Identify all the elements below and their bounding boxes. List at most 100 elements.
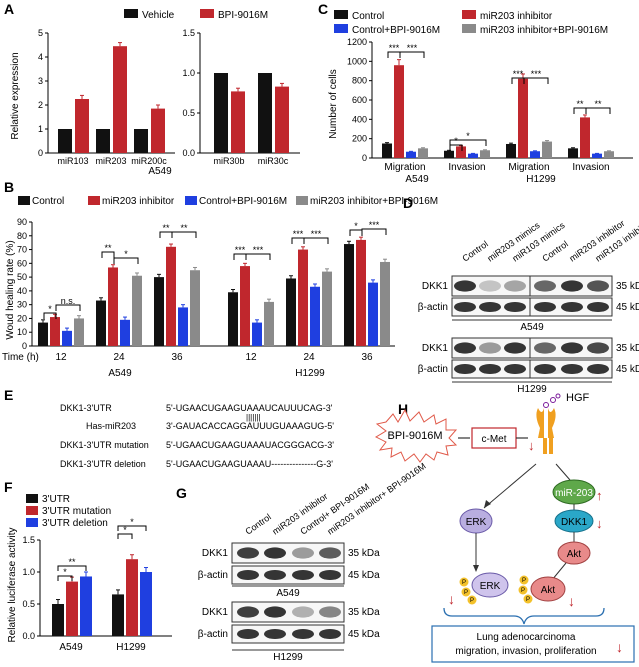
f-tick-label: 1.0 xyxy=(22,567,35,577)
f-xtick: A549 xyxy=(59,642,83,653)
outcome-box xyxy=(431,625,635,663)
c-bar-1-0 xyxy=(444,150,454,158)
blot-cell-line: A549 xyxy=(276,588,300,599)
blot-band xyxy=(319,547,341,559)
dkk1-label: DKK1 xyxy=(561,517,588,528)
c-sig-label: * xyxy=(466,131,470,141)
blot-band xyxy=(319,606,341,618)
b-xtick: 36 xyxy=(361,352,373,363)
a-bar-miR30b-0 xyxy=(214,73,228,153)
b-tick-label: 50 xyxy=(17,272,27,282)
c-sig-bracket xyxy=(449,144,463,151)
hgf-dot-1 xyxy=(543,402,549,408)
b-bar-4-0 xyxy=(286,278,296,346)
blot-band xyxy=(587,280,609,292)
b-group-h1299: H1299 xyxy=(295,368,325,379)
a-left-tick-label: 0 xyxy=(38,148,43,158)
f-tick-label: 1.5 xyxy=(22,535,35,545)
blot-band xyxy=(292,569,314,581)
b-bar-2-2 xyxy=(178,307,188,346)
blot-band xyxy=(534,363,556,375)
a-xtick: miR200c xyxy=(131,156,167,166)
blot-kda-label: 45 kDa xyxy=(616,302,639,313)
blot-lane-label: Control xyxy=(243,512,273,537)
panel-label-h: H xyxy=(398,401,408,417)
c-bar-0-2 xyxy=(406,151,416,158)
blot-kda-label: 35 kDa xyxy=(348,607,380,618)
blot-band xyxy=(534,342,556,354)
blot-cell-line: H1299 xyxy=(273,652,303,663)
b-bar-1-0 xyxy=(96,300,106,346)
blot-band xyxy=(264,606,286,618)
b-bar-5-3 xyxy=(380,261,390,346)
a-xtick: miR30b xyxy=(213,156,244,166)
a-bar-miR203-1 xyxy=(113,46,127,154)
c-sig-bracket xyxy=(523,77,549,84)
b-sig-label: ** xyxy=(104,243,112,253)
b-bar-4-1 xyxy=(298,249,308,346)
legend-mut-f: 3'UTR mutation xyxy=(42,506,111,517)
c-bar-1-2 xyxy=(468,153,478,158)
blot-box-2 xyxy=(231,601,345,623)
erk-label: ERK xyxy=(466,517,487,528)
svg-text:P: P xyxy=(464,590,468,596)
blot-row-label: β-actin xyxy=(418,302,448,313)
b-sig-label: *** xyxy=(293,229,304,239)
a-right-tick-label: 0.5 xyxy=(182,108,195,118)
b-tick-label: 30 xyxy=(17,300,27,310)
a-right-tick-label: 1.0 xyxy=(182,68,195,78)
blot-band xyxy=(479,363,501,375)
blot-band xyxy=(479,342,501,354)
b-xtick: 36 xyxy=(171,352,183,363)
c-bar-3-3 xyxy=(604,151,614,158)
blot-band xyxy=(504,301,526,313)
b-bar-1-3 xyxy=(132,275,142,346)
c-sig-bracket xyxy=(449,139,487,146)
c-bar-2-0 xyxy=(506,143,516,158)
drug-label: BPI-9016M xyxy=(387,430,442,442)
blot-band xyxy=(292,547,314,559)
b-bar-3-1 xyxy=(240,266,250,346)
c-sig-label: *** xyxy=(407,43,418,53)
blot-band xyxy=(561,301,583,313)
blot-box-3 xyxy=(231,624,345,644)
panel-label-b: B xyxy=(4,179,14,195)
f-sig-label: * xyxy=(63,567,67,577)
pakt-node xyxy=(530,576,566,602)
a-bar-miR203-0 xyxy=(96,129,110,153)
legend-swatch-control-b xyxy=(18,196,30,205)
b-bar-0-0 xyxy=(38,322,48,346)
b-sig-label: *** xyxy=(253,245,264,255)
legend-swatch-ctrlbpi-b xyxy=(185,196,197,205)
phospho-akt: P P P xyxy=(518,575,533,604)
cmet-label: c-Met xyxy=(482,434,507,445)
blot-band xyxy=(237,606,259,618)
a-bar-miR200c-1 xyxy=(151,108,165,153)
blot-row-label: β-actin xyxy=(198,629,228,640)
mir-label: miR-203 xyxy=(555,488,593,499)
b-tick-label: 80 xyxy=(17,231,27,241)
legend-swatch-inhib-b xyxy=(88,196,100,205)
blot-band xyxy=(504,363,526,375)
blot-band xyxy=(561,363,583,375)
legend-inhibbpi-b: miR203 inhibitor+BPI-9016M xyxy=(310,196,438,207)
blot-band xyxy=(561,280,583,292)
panel-label-e: E xyxy=(4,387,13,403)
panel-e: DKK1-3'UTR 5'-UGAACUGAAGUAAAUCAUUUCAG-3'… xyxy=(60,403,334,469)
a-bar-miR30c-1 xyxy=(275,86,289,153)
ylabel-b: Woud healing rate (%) xyxy=(5,240,16,339)
legend-swatch-inhibbpi-b xyxy=(296,196,308,205)
a-bar-miR103-0 xyxy=(58,129,72,153)
legend-swatch-inhib-c xyxy=(462,10,476,19)
b-sig-label: n.s. xyxy=(61,296,76,306)
b-sig-bracket xyxy=(43,312,57,319)
e-seq-mir: 3'-GAUACACCAGGAUUUGUAAAGUG-5' xyxy=(166,421,334,431)
b-tick-label: 10 xyxy=(17,327,27,337)
c-tick-label: 200 xyxy=(352,134,367,144)
svg-text:P: P xyxy=(521,588,525,594)
panel-b: Control miR203 inhibitor Control+BPI-901… xyxy=(2,196,438,379)
c-xtick: Migration xyxy=(508,162,549,173)
blot-kda-label: 45 kDa xyxy=(616,364,639,375)
